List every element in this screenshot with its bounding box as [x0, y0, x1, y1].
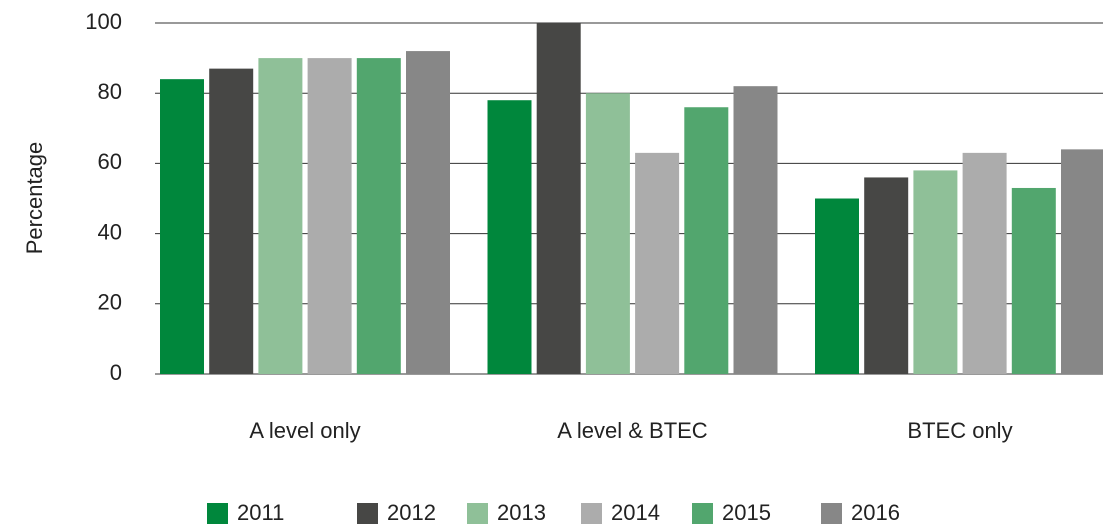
legend-label: 2011: [237, 500, 284, 525]
y-axis-label: Percentage: [22, 142, 47, 255]
legend-swatch: [207, 503, 228, 524]
bar: [733, 86, 778, 375]
x-tick-label: A level & BTEC: [557, 418, 708, 443]
legend-swatch: [692, 503, 713, 524]
legend-swatch: [467, 503, 488, 524]
legend-label: 2015: [722, 500, 771, 525]
legend-swatch: [357, 503, 378, 524]
y-tick-label: 60: [98, 149, 122, 174]
bar: [864, 177, 909, 374]
legend-label: 2013: [497, 500, 546, 525]
y-tick-label: 20: [98, 290, 122, 315]
bar: [913, 170, 958, 374]
y-tick-label: 80: [98, 79, 122, 104]
legend-label: 2014: [611, 500, 660, 525]
x-tick-label: BTEC only: [907, 418, 1012, 443]
legend-label: 2016: [851, 500, 900, 525]
bar: [406, 51, 450, 375]
bar: [209, 68, 254, 374]
legend-swatch: [581, 503, 602, 524]
bar: [487, 100, 532, 374]
y-tick-label: 0: [110, 360, 122, 385]
bar: [684, 107, 729, 375]
bar: [1061, 149, 1103, 374]
bar: [258, 58, 303, 374]
bar: [962, 152, 1007, 374]
bar: [356, 58, 401, 374]
bar: [1011, 187, 1056, 374]
bar: [635, 152, 680, 374]
legend-label: 2012: [387, 500, 436, 525]
legend-swatch: [821, 503, 842, 524]
y-tick-label: 40: [98, 219, 122, 244]
bar: [585, 93, 630, 374]
bar: [536, 23, 581, 374]
bar: [160, 79, 204, 374]
bar: [307, 58, 352, 374]
y-tick-label: 100: [85, 9, 122, 34]
x-tick-label: A level only: [249, 418, 360, 443]
bar: [815, 198, 859, 374]
